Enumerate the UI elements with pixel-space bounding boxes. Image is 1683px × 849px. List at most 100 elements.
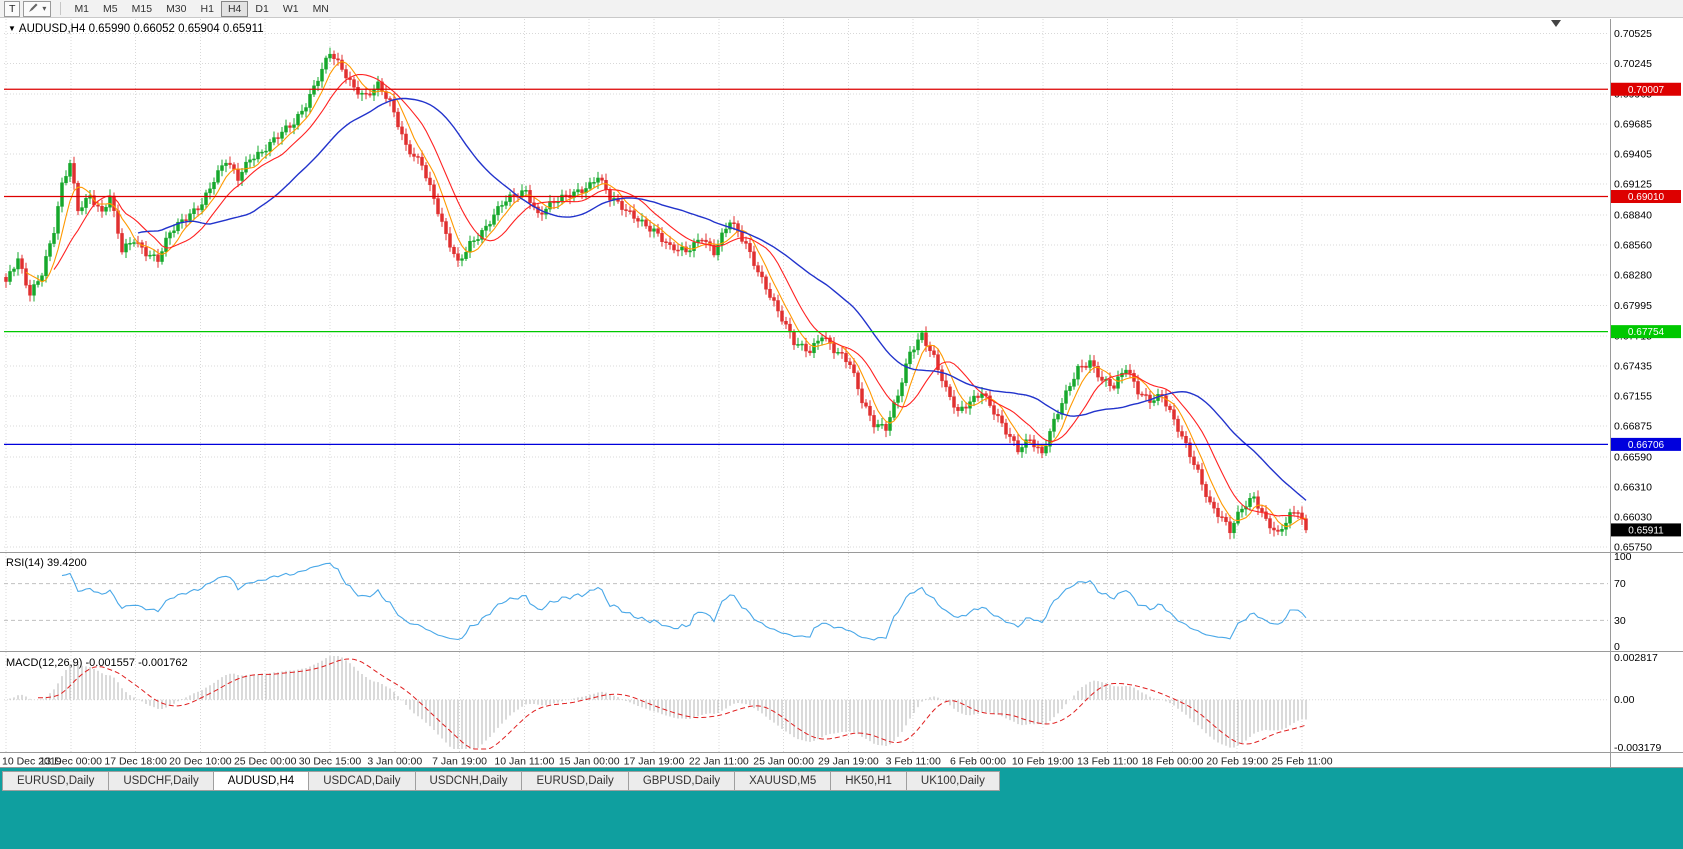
main-toolbar: T ▾ M1 M5 M15 M30 H1 H4 D1 W1 MN	[0, 0, 1683, 18]
svg-text:15 Jan 00:00: 15 Jan 00:00	[559, 756, 620, 768]
svg-text:0.66875: 0.66875	[1614, 421, 1652, 433]
svg-text:13 Feb 11:00: 13 Feb 11:00	[1077, 756, 1138, 768]
svg-text:13 Dec 00:00: 13 Dec 00:00	[40, 756, 103, 768]
timeframe-button-h1[interactable]: H1	[200, 2, 214, 15]
chart-tab-hk50-h1[interactable]: HK50,H1	[831, 771, 907, 791]
svg-text:0.69685: 0.69685	[1614, 118, 1652, 130]
price-badge-0.69010: 0.69010	[1611, 190, 1681, 204]
chart-tab-usdcnh-daily[interactable]: USDCNH,Daily	[415, 771, 523, 791]
svg-text:0.67995: 0.67995	[1614, 300, 1652, 312]
svg-text:6 Feb 00:00: 6 Feb 00:00	[950, 756, 1006, 768]
chart-tab-eurusd-daily[interactable]: EURUSD,Daily	[2, 771, 110, 791]
svg-text:0.67155: 0.67155	[1614, 391, 1652, 403]
chart-shift-marker[interactable]	[1551, 20, 1561, 27]
chart-tab-gbpusd-daily[interactable]: GBPUSD,Daily	[628, 771, 736, 791]
timeframe-button-m5[interactable]: M5	[103, 2, 118, 15]
svg-text:25 Jan 00:00: 25 Jan 00:00	[753, 756, 814, 768]
svg-text:0.67435: 0.67435	[1614, 360, 1652, 372]
macd-indicator-label: MACD(12,26,9) -0.001557 -0.001762	[6, 657, 188, 669]
svg-text:29 Jan 19:00: 29 Jan 19:00	[818, 756, 879, 768]
svg-text:7 Jan 19:00: 7 Jan 19:00	[432, 756, 487, 768]
svg-text:0.70007: 0.70007	[1628, 85, 1665, 96]
svg-text:0.65911: 0.65911	[1628, 525, 1664, 536]
svg-text:0.00: 0.00	[1614, 694, 1635, 706]
chart-tab-xauusd-m5[interactable]: XAUUSD,M5	[735, 771, 832, 791]
chevron-down-icon: ▾	[42, 4, 47, 13]
timeframe-group: M1 M5 M15 M30 H1 H4 D1 W1 MN	[67, 0, 335, 17]
svg-text:25 Feb 11:00: 25 Feb 11:00	[1271, 756, 1332, 768]
rsi-line	[61, 562, 1307, 641]
ma-line-34	[137, 97, 1307, 501]
timeframe-button-mn[interactable]: MN	[312, 2, 329, 15]
svg-text:0.66030: 0.66030	[1614, 512, 1652, 524]
ma-line-6	[25, 61, 1307, 528]
rsi-panel: 100 70 30 0	[4, 551, 1632, 653]
text-tool-label: T	[9, 2, 16, 15]
chart-tab-audusd-h4[interactable]: AUDUSD,H4	[213, 771, 310, 791]
text-tool-button[interactable]: T	[4, 0, 21, 17]
macd-signal-line	[38, 658, 1307, 750]
svg-text:10 Jan 11:00: 10 Jan 11:00	[494, 756, 554, 768]
price-axis[interactable]: 0.705250.702450.699650.696850.694050.691…	[1610, 19, 1653, 767]
svg-text:0.002817: 0.002817	[1614, 652, 1658, 664]
chart-tabs-bar: EURUSD,Daily USDCHF,Daily AUDUSD,H4 USDCAD,…	[2, 771, 1000, 791]
svg-text:100: 100	[1614, 551, 1632, 563]
chart-title: ▼ AUDUSD,H4 0.65990 0.66052 0.65904 0.659…	[8, 23, 264, 35]
timeframe-button-m30[interactable]: M30	[166, 2, 187, 15]
svg-text:3 Jan 00:00: 3 Jan 00:00	[367, 756, 422, 768]
chart-canvas[interactable]: 0.705250.702450.699650.696850.694050.691…	[0, 0, 1683, 768]
price-badge-0.70007: 0.70007	[1611, 82, 1681, 96]
timeframe-button-m15[interactable]: M15	[131, 2, 153, 15]
svg-text:0: 0	[1614, 641, 1620, 653]
drawing-tool-button[interactable]: ▾	[23, 0, 52, 17]
svg-text:0.68840: 0.68840	[1614, 209, 1652, 221]
svg-text:0.66706: 0.66706	[1628, 440, 1665, 451]
timeframe-button-h4[interactable]: H4	[220, 0, 249, 17]
timeframe-button-m1[interactable]: M1	[74, 2, 90, 15]
window-background: EURUSD,Daily USDCHF,Daily AUDUSD,H4 USDCAD,…	[0, 768, 1683, 849]
svg-text:10 Dec 2019: 10 Dec 2019	[2, 756, 62, 768]
chart-tab-uk100-daily[interactable]: UK100,Daily	[906, 771, 1000, 791]
svg-text:3 Feb 11:00: 3 Feb 11:00	[886, 756, 941, 768]
pencil-icon	[28, 2, 39, 16]
svg-text:0.70525: 0.70525	[1614, 28, 1652, 40]
svg-text:17 Jan 19:00: 17 Jan 19:00	[624, 756, 685, 768]
svg-text:30: 30	[1614, 615, 1626, 627]
svg-text:0.69405: 0.69405	[1614, 149, 1652, 161]
current-price-badge: 0.65911	[1611, 523, 1681, 537]
svg-text:30 Dec 15:00: 30 Dec 15:00	[299, 756, 362, 768]
svg-text:0.66590: 0.66590	[1614, 451, 1652, 463]
svg-text:70: 70	[1614, 578, 1626, 590]
ma-line-13	[53, 73, 1307, 521]
price-badge-0.66706: 0.66706	[1611, 437, 1681, 451]
chart-tab-eurusd-daily[interactable]: EURUSD,Daily	[522, 771, 629, 791]
svg-text:22 Jan 11:00: 22 Jan 11:00	[689, 756, 749, 768]
toolbar-divider	[60, 2, 62, 15]
svg-text:20 Feb 19:00: 20 Feb 19:00	[1206, 756, 1268, 768]
svg-text:0.65750: 0.65750	[1614, 542, 1652, 554]
svg-text:17 Dec 18:00: 17 Dec 18:00	[104, 756, 167, 768]
symbol-period-label: AUDUSD,H4	[18, 23, 86, 35]
svg-text:18 Feb 00:00: 18 Feb 00:00	[1141, 756, 1203, 768]
macd-panel: 0.002817 0.00 -0.003179	[4, 652, 1661, 754]
rsi-indicator-label: RSI(14) 39.4200	[6, 557, 87, 569]
svg-text:0.68280: 0.68280	[1614, 270, 1652, 282]
price-badge-0.67754: 0.67754	[1611, 325, 1681, 339]
timeframe-button-d1[interactable]: D1	[255, 2, 269, 15]
svg-text:0.70245: 0.70245	[1614, 58, 1652, 70]
chart-tab-usdcad-daily[interactable]: USDCAD,Daily	[309, 771, 416, 791]
ohlc-values: 0.65990 0.66052 0.65904 0.65911	[88, 23, 264, 35]
svg-text:10 Feb 19:00: 10 Feb 19:00	[1012, 756, 1074, 768]
svg-text:0.67754: 0.67754	[1628, 327, 1665, 338]
grid-lines	[4, 19, 1608, 752]
svg-text:25 Dec 00:00: 25 Dec 00:00	[234, 756, 297, 768]
chart-tab-usdchf-daily[interactable]: USDCHF,Daily	[109, 771, 214, 791]
svg-text:0.69125: 0.69125	[1614, 179, 1652, 191]
svg-text:0.66310: 0.66310	[1614, 481, 1652, 493]
timeframe-button-w1[interactable]: W1	[282, 2, 299, 15]
svg-text:-0.003179: -0.003179	[1614, 742, 1661, 754]
svg-text:0.69010: 0.69010	[1628, 192, 1665, 203]
svg-text:20 Dec 10:00: 20 Dec 10:00	[169, 756, 232, 768]
svg-text:0.68560: 0.68560	[1614, 239, 1652, 251]
